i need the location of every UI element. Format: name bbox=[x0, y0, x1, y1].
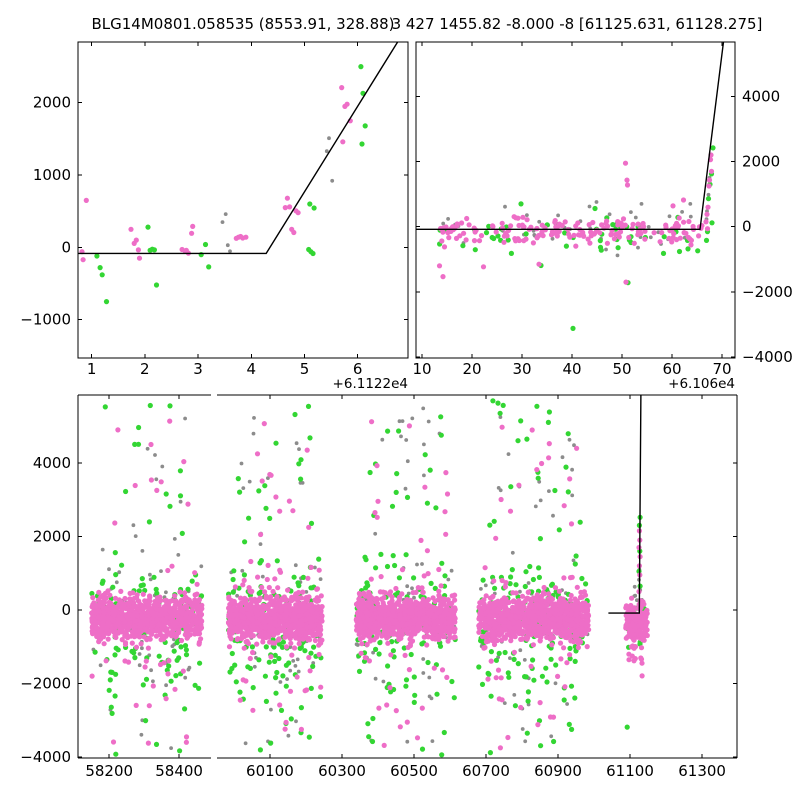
svg-text:60: 60 bbox=[662, 360, 681, 378]
svg-text:2: 2 bbox=[140, 360, 150, 378]
scatter-layer-magenta bbox=[89, 418, 205, 746]
x-tick-labels-top-right: 10 20 30 40 50 60 70 bbox=[412, 360, 731, 378]
scatter-layer-green bbox=[226, 398, 647, 758]
axes-frame-bottom bbox=[77, 394, 738, 759]
svg-text:−1000: −1000 bbox=[20, 311, 71, 329]
tick-marks-top-left bbox=[78, 42, 408, 358]
model-line bbox=[608, 395, 642, 614]
svg-text:20: 20 bbox=[462, 360, 481, 378]
svg-text:2000: 2000 bbox=[742, 153, 780, 171]
svg-text:0: 0 bbox=[742, 218, 752, 236]
svg-text:50: 50 bbox=[612, 360, 631, 378]
svg-text:1000: 1000 bbox=[33, 166, 71, 184]
svg-text:−2000: −2000 bbox=[742, 283, 793, 301]
panel-bottom-plot-area-1 bbox=[225, 395, 650, 758]
svg-text:6: 6 bbox=[353, 360, 363, 378]
svg-text:3: 3 bbox=[193, 360, 203, 378]
svg-text:0: 0 bbox=[61, 238, 71, 256]
svg-text:1: 1 bbox=[87, 360, 97, 378]
panel-bottom-plot-area-0 bbox=[89, 402, 205, 757]
scatter-layer-green bbox=[94, 64, 368, 305]
x-axis-offset-top-right: +6.106e4 bbox=[668, 376, 735, 392]
y-tick-labels-top-left: −1000 0 1000 2000 bbox=[20, 94, 71, 329]
svg-text:10: 10 bbox=[412, 360, 431, 378]
scatter-layer-gray bbox=[220, 136, 335, 254]
svg-text:4000: 4000 bbox=[742, 87, 780, 105]
panel-top-right: 10 20 30 40 50 60 70 −4000 −2000 0 2000 4000 bbox=[412, 41, 793, 378]
svg-text:70: 70 bbox=[712, 360, 731, 378]
x-axis-offset-top-left: +6.1122e4 bbox=[333, 376, 408, 392]
panel-top-left-plot-area bbox=[78, 42, 399, 305]
scatter-layer-magenta bbox=[225, 419, 650, 751]
svg-text:5: 5 bbox=[300, 360, 310, 378]
svg-text:−4000: −4000 bbox=[742, 348, 793, 366]
scatter-layer-green bbox=[89, 402, 205, 757]
x-tick-labels-bottom: 58200 58400 60100 60300 60500 60700 60900 61100… bbox=[85, 762, 726, 780]
model-line bbox=[78, 42, 399, 255]
tick-marks-top-right bbox=[416, 42, 735, 358]
x-tick-labels-top-left: 1 2 3 4 5 6 bbox=[87, 360, 363, 378]
panel-title-top-left: BLG14M0801.058535 (8553.91, 328.88) bbox=[91, 15, 394, 33]
axes-frame-top-left bbox=[77, 41, 409, 359]
panel-top-right-plot-area bbox=[416, 42, 725, 331]
scatter-layer-magenta bbox=[79, 85, 353, 263]
svg-text:40: 40 bbox=[562, 360, 581, 378]
tick-marks-bottom bbox=[78, 395, 737, 758]
scatter-layer-gray bbox=[91, 416, 204, 750]
svg-text:30: 30 bbox=[512, 360, 531, 378]
axes-frame-top-right bbox=[415, 41, 736, 359]
svg-text:2000: 2000 bbox=[33, 94, 71, 112]
panel-title-top-right: 3 427 1455.82 -8.000 -8 [61125.631, 6112… bbox=[392, 15, 763, 33]
model-line bbox=[416, 42, 725, 230]
svg-text:4: 4 bbox=[247, 360, 257, 378]
panel-bottom: 58200 58400 60100 60300 60500 60700 60900 61100… bbox=[20, 394, 738, 780]
panel-top-left: 1 2 3 4 5 6 −1000 0 1000 2000 bbox=[20, 41, 409, 378]
y-tick-labels-top-right: −4000 −2000 0 2000 4000 bbox=[742, 87, 793, 366]
scatter-layer-magenta bbox=[436, 152, 715, 285]
